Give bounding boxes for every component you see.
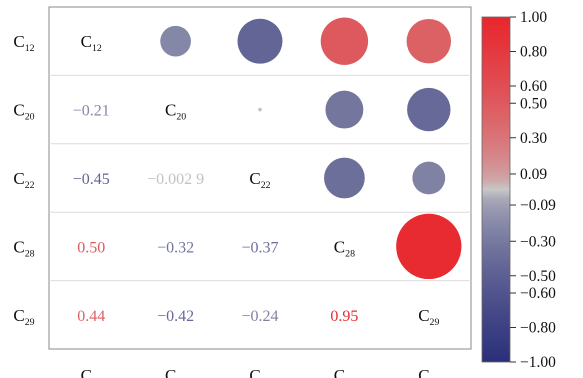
correlation-circle-r1c4 [407, 87, 451, 132]
row-label-C29: C29 [13, 306, 34, 328]
correlation-circle-r1c3 [325, 90, 364, 129]
column-label-C20: C20 [165, 366, 186, 378]
colorbar-tick-label: 0.60 [520, 78, 547, 95]
correlation-circle-r0c1 [160, 25, 191, 57]
correlation-value-r3c2: −0.37 [241, 239, 278, 256]
correlation-circle-r3c4 [396, 213, 462, 280]
colorbar-tick-label: −0.50 [520, 268, 556, 285]
row-label-C28: C28 [13, 237, 34, 259]
colorbar-tick-label: 0.09 [520, 166, 547, 183]
colorbar-tick-label: −1.00 [520, 354, 556, 371]
colorbar [481, 16, 511, 363]
correlation-circle-r0c3 [320, 17, 369, 65]
colorbar-tick-label: −0.30 [520, 233, 556, 250]
matrix-border [48, 6, 472, 350]
colorbar-tick-label: 0.80 [520, 44, 547, 61]
correlation-circle-r1c2 [258, 107, 262, 112]
row-label-C12: C12 [13, 32, 34, 54]
correlation-value-r2c1: −0.002 9 [147, 171, 204, 188]
row-label-C20: C20 [13, 101, 34, 123]
matrix-grid [48, 6, 472, 350]
correlation-value-r2c0: −0.45 [73, 171, 110, 188]
correlation-value-r4c0: 0.44 [77, 308, 105, 325]
correlation-circle-r2c4 [412, 161, 446, 195]
row-label-C22: C22 [13, 169, 34, 191]
correlation-circle-r0c4 [406, 18, 452, 64]
column-label-C29: C29 [418, 366, 439, 378]
correlation-circle-r0c2 [237, 18, 283, 64]
correlation-circle-r2c3 [324, 157, 365, 199]
colorbar-tick-label: 0.50 [520, 95, 547, 112]
correlation-value-r3c0: 0.50 [77, 239, 105, 256]
diagonal-label-C20: C20 [165, 101, 186, 123]
colorbar-tick-label: −0.60 [520, 285, 556, 302]
correlation-value-r4c2: −0.24 [241, 308, 278, 325]
column-label-C22: C22 [249, 366, 270, 378]
column-label-C12: C12 [81, 366, 102, 378]
diagonal-label-C29: C29 [418, 306, 439, 328]
colorbar-tick-label: −0.80 [520, 320, 556, 337]
correlation-value-r4c3: 0.95 [330, 308, 358, 325]
colorbar-tick-label: −0.09 [520, 197, 556, 214]
diagonal-label-C22: C22 [249, 169, 270, 191]
column-label-C28: C28 [334, 366, 355, 378]
colorbar-tick-label: 0.30 [520, 130, 547, 147]
correlation-value-r1c0: −0.21 [73, 103, 110, 120]
colorbar-tick-label: 1.00 [520, 9, 547, 26]
correlation-value-r4c1: −0.42 [157, 308, 194, 325]
diagonal-label-C12: C12 [81, 32, 102, 54]
diagonal-label-C28: C28 [334, 237, 355, 259]
correlation-value-r3c1: −0.32 [157, 239, 194, 256]
